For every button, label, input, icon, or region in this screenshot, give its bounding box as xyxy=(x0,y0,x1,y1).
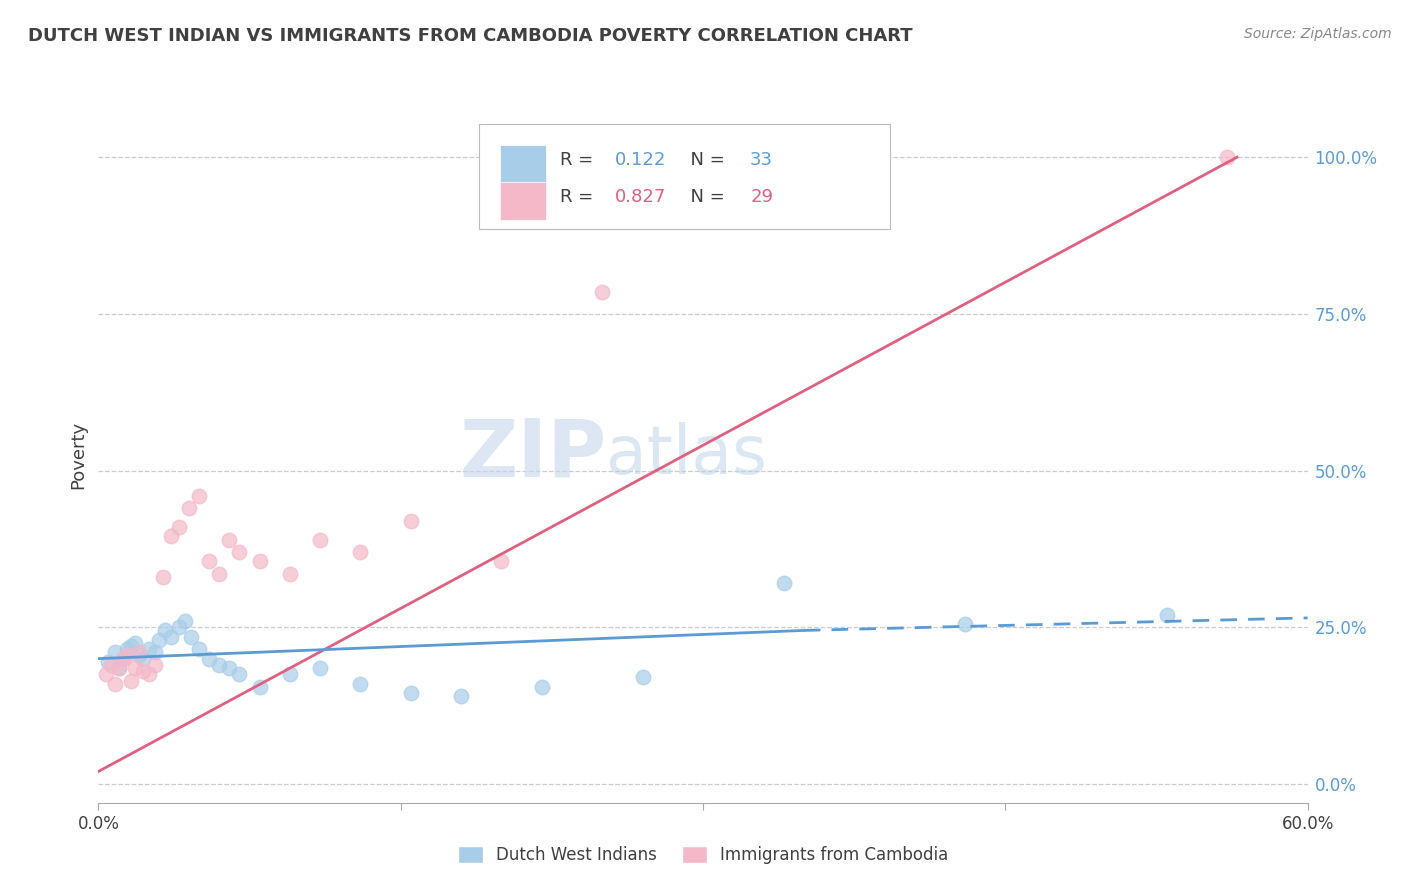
Legend: Dutch West Indians, Immigrants from Cambodia: Dutch West Indians, Immigrants from Camb… xyxy=(451,839,955,871)
Point xyxy=(120,673,142,688)
Point xyxy=(228,545,250,559)
Point xyxy=(249,554,271,568)
Point xyxy=(174,614,197,628)
Y-axis label: Poverty: Poverty xyxy=(69,421,87,489)
Point xyxy=(218,533,240,547)
Point xyxy=(103,645,125,659)
Text: R =: R = xyxy=(561,187,599,206)
Point xyxy=(530,680,553,694)
Point xyxy=(138,667,160,681)
Point xyxy=(198,554,221,568)
Bar xyxy=(501,182,546,220)
Point xyxy=(188,489,211,503)
Point xyxy=(132,664,155,678)
Point xyxy=(167,620,190,634)
Point xyxy=(107,661,129,675)
Point xyxy=(124,661,146,675)
Point xyxy=(278,567,301,582)
Point xyxy=(399,514,422,528)
FancyBboxPatch shape xyxy=(479,124,890,229)
Point xyxy=(198,651,221,665)
Point xyxy=(111,651,134,665)
Point xyxy=(491,554,513,568)
Text: Source: ZipAtlas.com: Source: ZipAtlas.com xyxy=(1244,27,1392,41)
Bar xyxy=(501,145,546,184)
Point xyxy=(96,667,118,681)
Point xyxy=(631,670,654,684)
Point xyxy=(349,676,371,690)
Point xyxy=(309,533,332,547)
Point xyxy=(450,690,472,704)
Point xyxy=(100,657,122,672)
Text: N =: N = xyxy=(679,151,730,169)
Point xyxy=(160,630,183,644)
Point xyxy=(953,617,976,632)
Point xyxy=(349,545,371,559)
Point xyxy=(1156,607,1178,622)
Text: R =: R = xyxy=(561,151,599,169)
Point xyxy=(278,667,301,681)
Text: ZIP: ZIP xyxy=(458,416,606,494)
Point xyxy=(132,651,155,665)
Point xyxy=(228,667,250,681)
Text: 33: 33 xyxy=(751,151,773,169)
Point xyxy=(188,642,211,657)
Text: atlas: atlas xyxy=(606,422,768,488)
Text: 0.827: 0.827 xyxy=(614,187,666,206)
Point xyxy=(143,657,166,672)
Point xyxy=(208,567,231,582)
Point xyxy=(218,661,240,675)
Point xyxy=(148,632,170,647)
Point xyxy=(107,661,129,675)
Text: DUTCH WEST INDIAN VS IMMIGRANTS FROM CAMBODIA POVERTY CORRELATION CHART: DUTCH WEST INDIAN VS IMMIGRANTS FROM CAM… xyxy=(28,27,912,45)
Point xyxy=(399,686,422,700)
Point xyxy=(103,676,125,690)
Point xyxy=(208,657,231,672)
Point xyxy=(153,624,176,638)
Point xyxy=(138,642,160,657)
Point xyxy=(249,680,271,694)
Point xyxy=(97,655,120,669)
Point xyxy=(180,630,202,644)
Point xyxy=(772,576,794,591)
Point xyxy=(120,639,142,653)
Point xyxy=(309,661,332,675)
Point xyxy=(591,285,613,299)
Point xyxy=(160,529,183,543)
Point xyxy=(167,520,190,534)
Point xyxy=(111,651,134,665)
Point xyxy=(179,501,201,516)
Text: N =: N = xyxy=(679,187,730,206)
Point xyxy=(115,642,138,657)
Point xyxy=(128,645,150,659)
Point xyxy=(1216,150,1239,164)
Point xyxy=(128,648,150,663)
Text: 29: 29 xyxy=(751,187,773,206)
Point xyxy=(115,648,138,663)
Text: 0.122: 0.122 xyxy=(614,151,666,169)
Point xyxy=(152,570,174,584)
Point xyxy=(143,645,166,659)
Point xyxy=(124,636,146,650)
